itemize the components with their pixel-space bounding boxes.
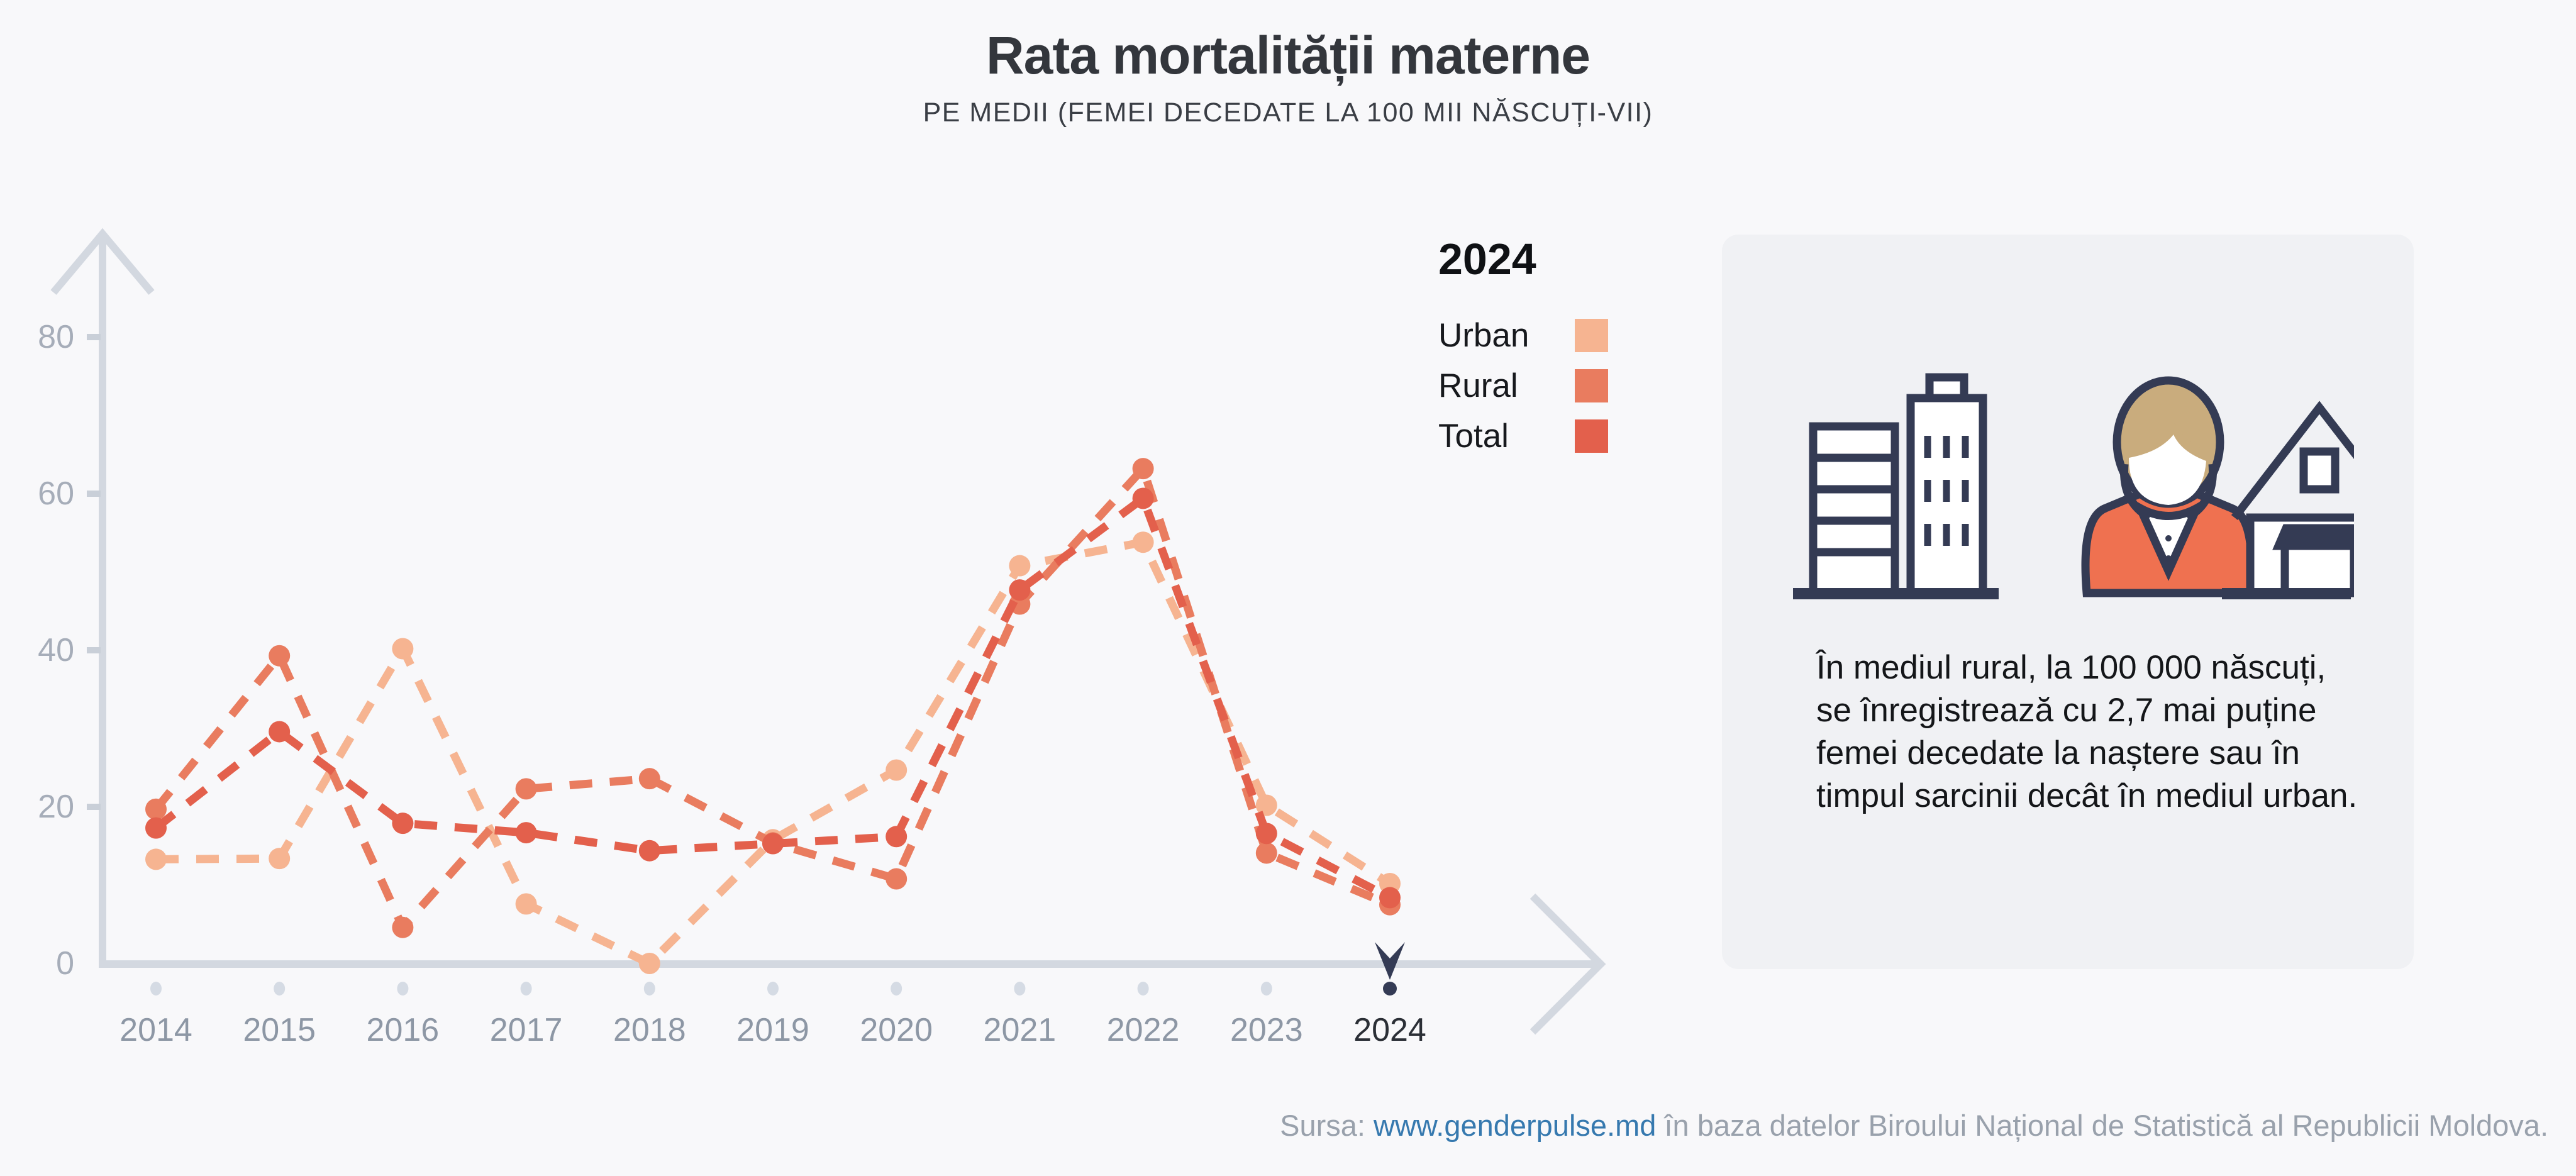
header: Rata mortalității materne PE MEDII (FEME… — [0, 25, 2576, 128]
point-total-2019[interactable] — [762, 833, 784, 855]
series-urban — [145, 531, 1401, 974]
point-rural-2016[interactable] — [392, 916, 414, 938]
city-buildings-icon — [1793, 373, 1999, 599]
point-urban-2021[interactable] — [1009, 555, 1031, 577]
woman-icon — [2081, 376, 2256, 597]
point-total-2014[interactable] — [145, 817, 167, 839]
point-rural-2017[interactable] — [515, 778, 537, 800]
legend-item-rural[interactable]: Rural — [1438, 361, 1646, 411]
legend-swatch-rural-icon — [1575, 369, 1608, 402]
point-rural-2018[interactable] — [638, 768, 660, 790]
y-tick — [87, 804, 101, 810]
series-rural-line — [152, 464, 1392, 932]
point-total-2024[interactable] — [1379, 887, 1401, 909]
point-total-2022[interactable] — [1132, 487, 1154, 509]
x-year-labels: 2014 2015 2016 2017 2018 2019 2020 2021 2022 2023… — [119, 982, 1426, 1048]
year-dot — [767, 982, 779, 996]
point-rural-2022[interactable] — [1132, 458, 1154, 480]
legend-swatch-total-icon — [1575, 419, 1608, 453]
year-dot — [397, 982, 409, 996]
axes — [50, 228, 1606, 1035]
y-axis-arrow-icon — [50, 228, 155, 295]
series-urban-line — [155, 538, 1392, 968]
year-label-2017[interactable]: 2017 — [490, 1012, 563, 1048]
chart-legend: 2024 Urban Rural Total — [1438, 234, 1646, 462]
info-panel-text: În mediul rural, la 100 000 născuți, se … — [1816, 649, 2358, 814]
point-total-2021[interactable] — [1009, 579, 1031, 601]
legend-label-total: Total — [1438, 418, 1509, 455]
year-dot — [1260, 982, 1272, 996]
page-title: Rata mortalității materne — [986, 26, 1591, 85]
y-tick — [87, 491, 101, 497]
year-label-2022[interactable]: 2022 — [1107, 1012, 1180, 1048]
year-label-2024[interactable]: 2024 — [1353, 1012, 1426, 1048]
x-axis-arrow-icon — [1530, 893, 1606, 1035]
year-label-2015[interactable]: 2015 — [243, 1012, 316, 1048]
point-rural-2015[interactable] — [269, 645, 291, 667]
y-tick-label: 0 — [56, 945, 74, 982]
year-dot — [643, 982, 655, 996]
point-rural-2014[interactable] — [145, 798, 167, 820]
y-tick-label: 60 — [38, 475, 74, 512]
point-urban-2018[interactable] — [638, 953, 660, 974]
legend-swatch-urban-icon — [1575, 319, 1608, 352]
page-subtitle: PE MEDII (FEMEI DECEDATE LA 100 MII NĂSC… — [923, 97, 1653, 128]
point-urban-2022[interactable] — [1132, 531, 1154, 553]
y-tick-label: 40 — [38, 632, 74, 668]
point-urban-2015[interactable] — [269, 848, 291, 870]
panel-icons — [1793, 373, 2354, 599]
year-dot — [1137, 982, 1149, 996]
year-dot — [1014, 982, 1026, 996]
y-tick — [87, 334, 101, 340]
point-urban-2016[interactable] — [392, 638, 414, 660]
year-label-2018[interactable]: 2018 — [613, 1012, 686, 1048]
point-total-2020[interactable] — [886, 826, 908, 848]
point-urban-2023[interactable] — [1255, 794, 1277, 816]
selected-year-marker-icon[interactable] — [1375, 942, 1405, 980]
year-dot — [520, 982, 532, 996]
y-tick-label: 80 — [38, 319, 74, 355]
year-label-2014[interactable]: 2014 — [119, 1012, 192, 1048]
year-label-2016[interactable]: 2016 — [367, 1012, 440, 1048]
point-total-2018[interactable] — [638, 840, 660, 862]
year-dot — [274, 982, 286, 996]
point-urban-2017[interactable] — [515, 893, 537, 915]
selected-year-dot — [1383, 982, 1397, 996]
legend-label-rural: Rural — [1438, 367, 1518, 404]
legend-item-urban[interactable]: Urban — [1438, 311, 1646, 361]
year-dot — [150, 982, 162, 996]
point-total-2023[interactable] — [1255, 823, 1277, 845]
point-total-2017[interactable] — [515, 822, 537, 844]
year-label-2021[interactable]: 2021 — [984, 1012, 1057, 1048]
source-prefix: Sursa: — [1280, 1109, 1374, 1142]
point-total-2016[interactable] — [392, 813, 414, 835]
legend-selected-year: 2024 — [1438, 235, 1536, 284]
year-label-2020[interactable]: 2020 — [860, 1012, 933, 1048]
point-total-2015[interactable] — [269, 721, 291, 743]
legend-label-urban: Urban — [1438, 317, 1530, 354]
series-rural — [145, 458, 1401, 938]
source-footer: Sursa: www.genderpulse.md în baza datelo… — [1280, 1108, 2548, 1143]
source-link[interactable]: www.genderpulse.md — [1374, 1109, 1657, 1142]
year-label-2019[interactable]: 2019 — [736, 1012, 809, 1048]
point-urban-2020[interactable] — [886, 759, 908, 781]
source-suffix: în baza datelor Biroului Național de Sta… — [1656, 1109, 2548, 1142]
point-rural-2020[interactable] — [886, 868, 908, 890]
year-dot — [891, 982, 902, 996]
point-rural-2023[interactable] — [1255, 842, 1277, 864]
y-tick — [87, 647, 101, 653]
legend-item-total[interactable]: Total — [1438, 411, 1646, 462]
series-total-line — [153, 494, 1392, 902]
year-label-2023[interactable]: 2023 — [1230, 1012, 1303, 1048]
y-tick-label: 20 — [38, 789, 74, 825]
rural-houses-icon — [2222, 401, 2354, 599]
y-tick-labels: 0 20 40 60 80 — [38, 319, 101, 982]
info-panel: În mediul rural, la 100 000 născuți, se … — [1722, 235, 2414, 969]
series-total — [145, 487, 1401, 909]
point-urban-2014[interactable] — [145, 848, 167, 870]
